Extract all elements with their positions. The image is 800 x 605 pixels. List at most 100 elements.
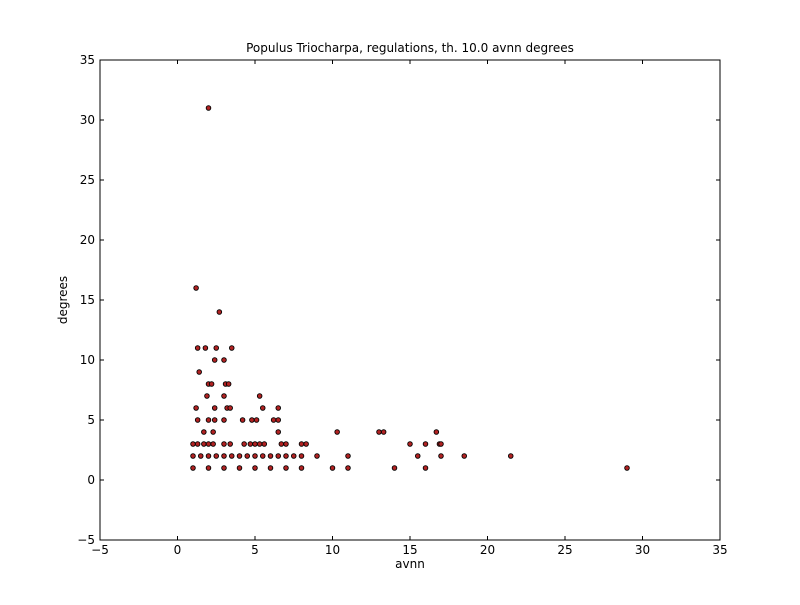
scatter-point (216, 309, 223, 315)
y-tick-label: 30 (80, 113, 95, 127)
scatter-point (221, 453, 227, 459)
scatter-point (205, 453, 212, 459)
y-tick-label: 15 (80, 293, 95, 307)
scatter-point (221, 393, 227, 399)
scatter-point (196, 369, 202, 375)
x-tick-label: −5 (91, 543, 109, 557)
y-tick-label: −5 (77, 533, 95, 547)
x-tick-label: 20 (480, 543, 495, 557)
scatter-point (252, 441, 258, 447)
scatter-point (190, 453, 196, 459)
scatter-point (376, 429, 382, 435)
scatter-point (204, 393, 210, 399)
scatter-point (267, 465, 274, 471)
scatter-point (197, 453, 204, 459)
scatter-point (193, 285, 199, 291)
scatter-point (438, 453, 444, 459)
scatter-point (239, 417, 246, 423)
scatter-point (221, 465, 227, 471)
scatter-point (298, 441, 305, 447)
scatter-point (422, 465, 429, 471)
scatter-point (213, 453, 219, 459)
scatter-point (275, 405, 282, 411)
scatter-point (227, 441, 233, 447)
x-tick-label: 0 (174, 543, 182, 557)
x-tick-label: 10 (325, 543, 340, 557)
scatter-point (225, 381, 232, 387)
scatter-point (211, 417, 218, 423)
scatter-point (261, 441, 268, 447)
scatter-point (283, 441, 289, 447)
scatter-point (236, 453, 243, 459)
x-tick-label: 25 (557, 543, 572, 557)
scatter-point (228, 453, 235, 459)
y-tick-label: 20 (80, 233, 95, 247)
scatter-point (391, 465, 398, 471)
scatter-point (298, 453, 305, 459)
scatter-point (314, 453, 320, 459)
scatter-point (247, 441, 254, 447)
scatter-point (221, 357, 227, 363)
scatter-point (270, 417, 277, 423)
scatter-point (193, 405, 199, 411)
x-tick-label: 15 (402, 543, 417, 557)
scatter-point (283, 453, 289, 459)
scatter-point (236, 465, 243, 471)
scatter-point (252, 465, 258, 471)
scatter-point (194, 441, 201, 447)
scatter-point (303, 441, 309, 447)
y-tick-label: 10 (80, 353, 95, 367)
scatter-point (249, 417, 255, 423)
scatter-point (260, 405, 266, 411)
scatter-point (244, 453, 250, 459)
scatter-point (275, 429, 282, 435)
scatter-point (438, 441, 444, 447)
scatter-point (221, 417, 227, 423)
plot-layer (190, 105, 630, 471)
scatter-point (202, 345, 209, 351)
scatter-point (228, 345, 235, 351)
scatter-point (241, 441, 247, 447)
scatter-point (201, 441, 207, 447)
scatter-point (221, 441, 227, 447)
y-tick-label: 5 (87, 413, 95, 427)
scatter-point (194, 417, 201, 423)
scatter-point (407, 441, 413, 447)
y-tick-label: 25 (80, 173, 95, 187)
scatter-point (213, 345, 219, 351)
y-tick-label: 0 (87, 473, 95, 487)
scatter-point (190, 465, 196, 471)
scatter-point (256, 441, 263, 447)
y-axis-title: degrees (56, 276, 70, 324)
scatter-point (461, 453, 468, 459)
scatter-point (211, 405, 218, 411)
scatter-point (275, 453, 282, 459)
scatter-point (253, 417, 260, 423)
scatter-point (210, 441, 216, 447)
scatter-point (252, 453, 258, 459)
scatter-point (345, 465, 351, 471)
scatter-point (194, 345, 201, 351)
scatter-point (205, 465, 212, 471)
y-tick-label: 35 (80, 53, 95, 67)
scatter-point (210, 429, 216, 435)
axis-ticks: −5 0 5 10 15 20 25 30 35 −5 0 5 10 15 20 25 30 35 (77, 53, 727, 557)
scatter-point (380, 429, 387, 435)
chart-title: Populus Triocharpa, regulations, th. 10.… (246, 41, 574, 55)
scatter-point (205, 417, 212, 423)
scatter-point (227, 405, 233, 411)
scatter-point (422, 441, 429, 447)
scatter-point (415, 453, 421, 459)
scatter-point (201, 429, 207, 435)
scatter-point (329, 465, 336, 471)
scatter-point (291, 453, 297, 459)
x-axis-title: avnn (395, 557, 425, 571)
scatter-point (260, 453, 266, 459)
x-tick-label: 5 (251, 543, 259, 557)
scatter-point (278, 441, 285, 447)
scatter-point (267, 453, 274, 459)
x-tick-label: 35 (712, 543, 727, 557)
